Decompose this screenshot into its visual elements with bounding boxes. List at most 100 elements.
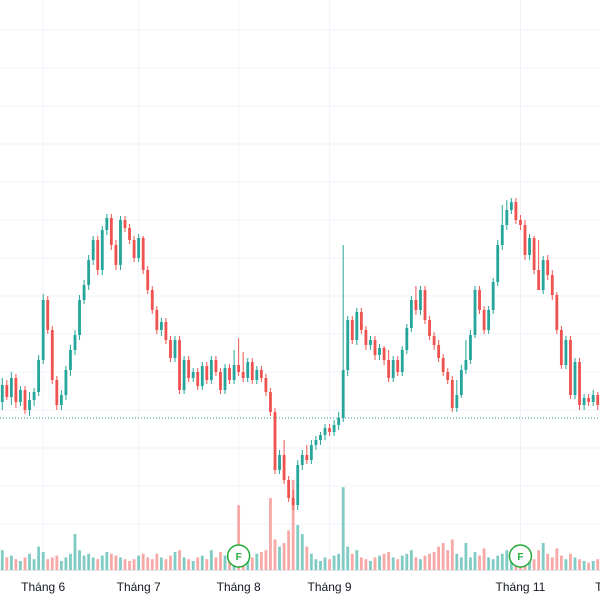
candle xyxy=(164,318,168,344)
volume-bar xyxy=(196,557,200,570)
candle-body xyxy=(573,362,577,395)
earnings-flag: F xyxy=(508,544,533,568)
candle xyxy=(73,330,77,355)
candle-body xyxy=(173,340,177,358)
volume-bar xyxy=(214,557,218,570)
candle-body xyxy=(378,348,381,355)
candle xyxy=(105,214,109,235)
candle-body xyxy=(300,455,304,465)
volume-bar xyxy=(50,557,54,570)
candle xyxy=(569,336,572,399)
candle xyxy=(78,295,81,340)
volume-bar xyxy=(573,557,577,570)
candle-body xyxy=(223,368,227,390)
x-tick-label: Tháng 8 xyxy=(217,580,261,594)
candle xyxy=(46,296,50,334)
candle-body xyxy=(587,398,591,402)
candle xyxy=(559,326,563,369)
candle xyxy=(305,445,309,464)
candle-body xyxy=(341,370,345,418)
candle-body xyxy=(405,328,409,350)
candle xyxy=(250,358,254,384)
volume-bar xyxy=(178,550,181,570)
candle xyxy=(323,424,327,440)
candle xyxy=(478,286,481,314)
volume-bar xyxy=(32,559,36,570)
volume-bar xyxy=(400,555,404,570)
candle-body xyxy=(309,445,313,460)
volume-bar xyxy=(450,539,454,570)
candle-body xyxy=(287,480,291,498)
candle xyxy=(564,336,568,369)
volume-bar xyxy=(23,557,27,570)
candle xyxy=(509,198,513,214)
candle-body xyxy=(355,312,359,340)
x-tick-label: Tháng 12 xyxy=(595,580,600,594)
candle-body xyxy=(596,395,600,405)
candle-body xyxy=(464,360,468,370)
candle-body xyxy=(214,360,218,372)
volume-bar xyxy=(387,552,391,570)
candle xyxy=(55,376,59,410)
candle xyxy=(59,390,63,410)
candle-body xyxy=(359,312,363,330)
volume-bar xyxy=(37,546,41,570)
candle xyxy=(428,316,431,340)
candle xyxy=(64,366,68,400)
volume-bar xyxy=(328,559,331,570)
candle-body xyxy=(396,360,400,372)
volume-bar xyxy=(287,530,291,570)
candle xyxy=(87,255,91,290)
candle xyxy=(505,200,509,230)
candle-body xyxy=(500,225,504,245)
volume-bar xyxy=(469,557,472,570)
volume-bar xyxy=(350,553,354,570)
candle-body xyxy=(559,330,563,365)
candle xyxy=(255,366,259,384)
volume-bar xyxy=(223,555,227,570)
candle xyxy=(473,286,477,338)
volume-bar xyxy=(569,553,572,570)
candle-body xyxy=(441,358,445,372)
candle-body xyxy=(514,202,518,220)
candle-body xyxy=(314,440,318,445)
candle-body xyxy=(237,365,241,372)
candle-body xyxy=(269,392,272,412)
candle-body xyxy=(478,290,481,310)
volume-bar xyxy=(496,555,500,570)
candle xyxy=(259,366,263,382)
volume-bar xyxy=(537,550,541,570)
candle xyxy=(23,386,27,414)
candle-body xyxy=(491,282,495,310)
volume-bar xyxy=(255,553,259,570)
volume-bar xyxy=(59,561,63,570)
candle-body xyxy=(109,218,113,245)
volume-bar xyxy=(437,546,441,570)
candle-body xyxy=(41,300,45,360)
volume-bar xyxy=(150,559,154,570)
candle-body xyxy=(550,275,554,295)
candle xyxy=(591,390,595,406)
candle-body xyxy=(373,340,377,355)
volume-bar xyxy=(259,552,263,570)
volume-bar xyxy=(237,505,241,570)
volume-bar xyxy=(564,559,568,570)
volume-bar xyxy=(228,557,231,570)
candle xyxy=(114,240,118,270)
volume-bar xyxy=(473,552,477,570)
candle xyxy=(414,286,418,315)
candle xyxy=(378,344,381,360)
candle xyxy=(41,294,45,364)
candle-body xyxy=(55,380,59,405)
candle-body xyxy=(128,228,131,240)
candle-body xyxy=(509,202,513,210)
candle xyxy=(273,408,277,474)
candle-body xyxy=(259,370,263,378)
volume-bar xyxy=(346,546,350,570)
volume-bar xyxy=(250,557,254,570)
candle xyxy=(400,346,404,376)
volume-bar xyxy=(14,559,18,570)
candle xyxy=(523,220,527,260)
candle xyxy=(391,356,395,382)
